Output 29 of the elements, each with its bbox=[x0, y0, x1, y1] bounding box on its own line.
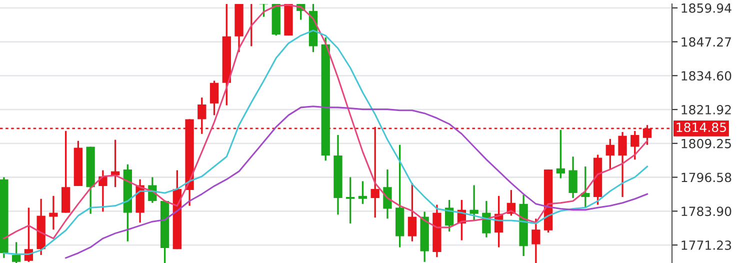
candlestick bbox=[470, 184, 478, 222]
candlestick bbox=[210, 80, 219, 116]
candlestick bbox=[358, 180, 368, 205]
line-series bbox=[65, 106, 648, 259]
candlestick bbox=[556, 129, 565, 180]
candlestick bbox=[346, 176, 355, 224]
y-tick-label: 1771.23 bbox=[682, 240, 732, 250]
y-tick-label: 1783.90 bbox=[682, 206, 732, 216]
y-tick-label: 1796.58 bbox=[682, 172, 732, 182]
candlestick bbox=[568, 156, 578, 199]
y-tick-label: 1859.94 bbox=[682, 3, 732, 13]
y-tick-label: 1834.60 bbox=[682, 71, 732, 81]
candlestick bbox=[259, 4, 268, 18]
y-tick-label: 1847.27 bbox=[682, 37, 731, 47]
candlestick bbox=[408, 182, 417, 242]
candlestick bbox=[12, 241, 21, 263]
y-tick-label: 1821.92 bbox=[682, 104, 731, 114]
candlestick bbox=[482, 200, 491, 238]
ref-line-label: 1814.85 bbox=[676, 122, 726, 132]
candlestick bbox=[383, 168, 392, 220]
candlestick bbox=[618, 131, 627, 198]
candlestick bbox=[98, 169, 108, 213]
candlestick bbox=[444, 199, 454, 232]
line-series bbox=[3, 4, 648, 240]
candlestick bbox=[49, 195, 58, 230]
candlestick bbox=[532, 218, 540, 263]
y-tick-label: 1809.25 bbox=[682, 138, 731, 148]
candlestick bbox=[606, 138, 614, 170]
candlestick bbox=[630, 130, 640, 160]
